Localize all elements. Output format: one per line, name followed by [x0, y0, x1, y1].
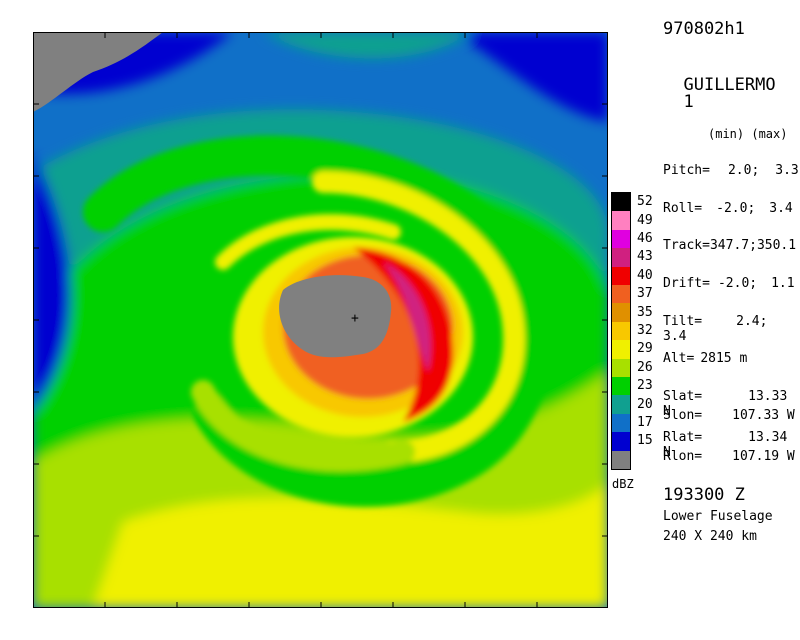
param-row-roll: Roll= -2.0; 3.4 — [663, 201, 793, 216]
colorbar-swatch — [612, 413, 630, 433]
storm-name: GUILLERMO 1 — [663, 60, 776, 112]
param-max: 3.3 — [775, 163, 799, 178]
colorbar-tick-label: 17 — [637, 415, 653, 430]
land-mass — [33, 32, 163, 112]
top-teal — [263, 32, 473, 59]
flight-id: 970802h1 — [663, 19, 745, 39]
colorbar-swatch — [612, 229, 630, 249]
colorbar-swatch — [612, 432, 630, 452]
param-max: 350.1 — [756, 238, 797, 253]
position-label: Rlon= — [663, 449, 703, 464]
antenna-label: Lower Fuselage — [663, 509, 773, 524]
colorbar-swatch — [612, 340, 630, 360]
altitude-value: 2815 m — [700, 351, 748, 366]
colorbar-tick-label: 43 — [637, 249, 653, 265]
param-max: 3.4 — [663, 329, 687, 344]
left-band-blue — [33, 152, 71, 412]
param-min: 2.4; — [736, 314, 768, 329]
position-value: 107.19 W — [732, 449, 795, 464]
param-row-drift: Drift= -2.0; 1.1 — [663, 276, 795, 291]
param-max: 1.1 — [771, 276, 795, 291]
colorbar-swatch — [612, 321, 630, 341]
minmax-header: (min) (max) — [708, 127, 788, 141]
domain-size: 240 X 240 km — [663, 529, 757, 544]
spiral-band-yellow-1 — [312, 171, 526, 463]
colorbar-tick-label: 37 — [637, 286, 653, 302]
param-label: Roll= — [663, 201, 703, 216]
top-right-blue — [453, 32, 608, 122]
param-label: Pitch= — [663, 163, 710, 178]
spiral-band-yellow-2 — [215, 214, 401, 270]
colorbar-swatch — [612, 377, 630, 396]
colorbar-swatch — [612, 358, 630, 378]
param-min: -2.0; — [717, 276, 758, 291]
param-row-tilt: Tilt= 2.4; 3.4 — [663, 314, 800, 344]
colorbar-tick-label: 35 — [637, 304, 653, 320]
map-frame — [33, 32, 608, 608]
altitude-label: Alt= — [663, 351, 695, 366]
colorbar-swatch — [612, 266, 630, 286]
param-row-pitch: Pitch= 2.0; 3.3 — [663, 163, 799, 178]
param-max: 3.4 — [769, 201, 793, 216]
colorbar-swatch — [612, 395, 630, 415]
hurricane-eye — [279, 275, 392, 358]
position-label: Slon= — [663, 408, 703, 423]
eyewall-magenta-arc — [383, 262, 431, 372]
colorbar-tick-label: 20 — [637, 396, 653, 412]
radar-reflectivity-map: + — [33, 32, 608, 608]
spiral-band-yellowgreen — [191, 380, 415, 472]
radar-map-svg — [33, 32, 608, 608]
position-value: 107.33 W — [732, 408, 795, 423]
colorbar-tick-label: 32 — [637, 323, 653, 338]
position-row-slat: Slat= 13.33 N — [663, 389, 800, 419]
colorbar-swatch — [612, 248, 630, 268]
center-marker: + — [351, 311, 359, 326]
colorbar-swatch — [612, 450, 630, 470]
colorbar-tick-label: 29 — [637, 341, 653, 357]
colorbar-tick-label: 23 — [637, 378, 653, 394]
position-value: 13.33 N — [663, 389, 788, 419]
observation-time: 193300 Z — [663, 485, 745, 505]
colorbar-swatch — [612, 211, 630, 231]
colorbar-swatch — [612, 193, 630, 212]
param-label: Tilt= — [663, 314, 703, 329]
spiral-band-outer — [83, 135, 551, 507]
altitude-row: Alt= 2815 m — [663, 351, 747, 366]
pass-number: 1 — [683, 92, 694, 112]
colorbar-tick-label: 49 — [637, 212, 653, 228]
dbz-colorbar — [611, 192, 631, 470]
param-min: 347.7; — [709, 238, 757, 253]
param-min: -2.0; — [716, 201, 756, 216]
colorbar-unit: dBZ — [612, 477, 634, 491]
position-label: Rlat= — [663, 430, 703, 445]
colorbar-swatch — [612, 285, 630, 304]
colorbar-tick-label: 15 — [637, 433, 653, 449]
storm-name-text: GUILLERMO — [683, 75, 776, 95]
param-min: 2.0; — [727, 163, 760, 178]
colorbar-tick-label: 26 — [637, 359, 653, 375]
colorbar-tick-label: 40 — [637, 267, 653, 283]
position-row-rlat: Rlat= 13.34 N — [663, 430, 800, 460]
lower-band-yellow — [93, 482, 608, 608]
position-label: Slat= — [663, 389, 703, 404]
param-row-track: Track=347.7;350.1 — [663, 238, 796, 253]
param-label: Drift= — [663, 276, 710, 291]
colorbar-tick-label: 52 — [637, 194, 653, 210]
position-value: 13.34 N — [663, 430, 788, 460]
eyewall-red-arc — [353, 247, 453, 422]
param-label: Track= — [663, 238, 710, 253]
colorbar-swatch — [612, 303, 630, 323]
colorbar-tick-label: 46 — [637, 231, 653, 246]
position-row-rlon: Rlon= 107.19 W — [663, 449, 795, 464]
position-row-slon: Slon= 107.33 W — [663, 408, 795, 423]
